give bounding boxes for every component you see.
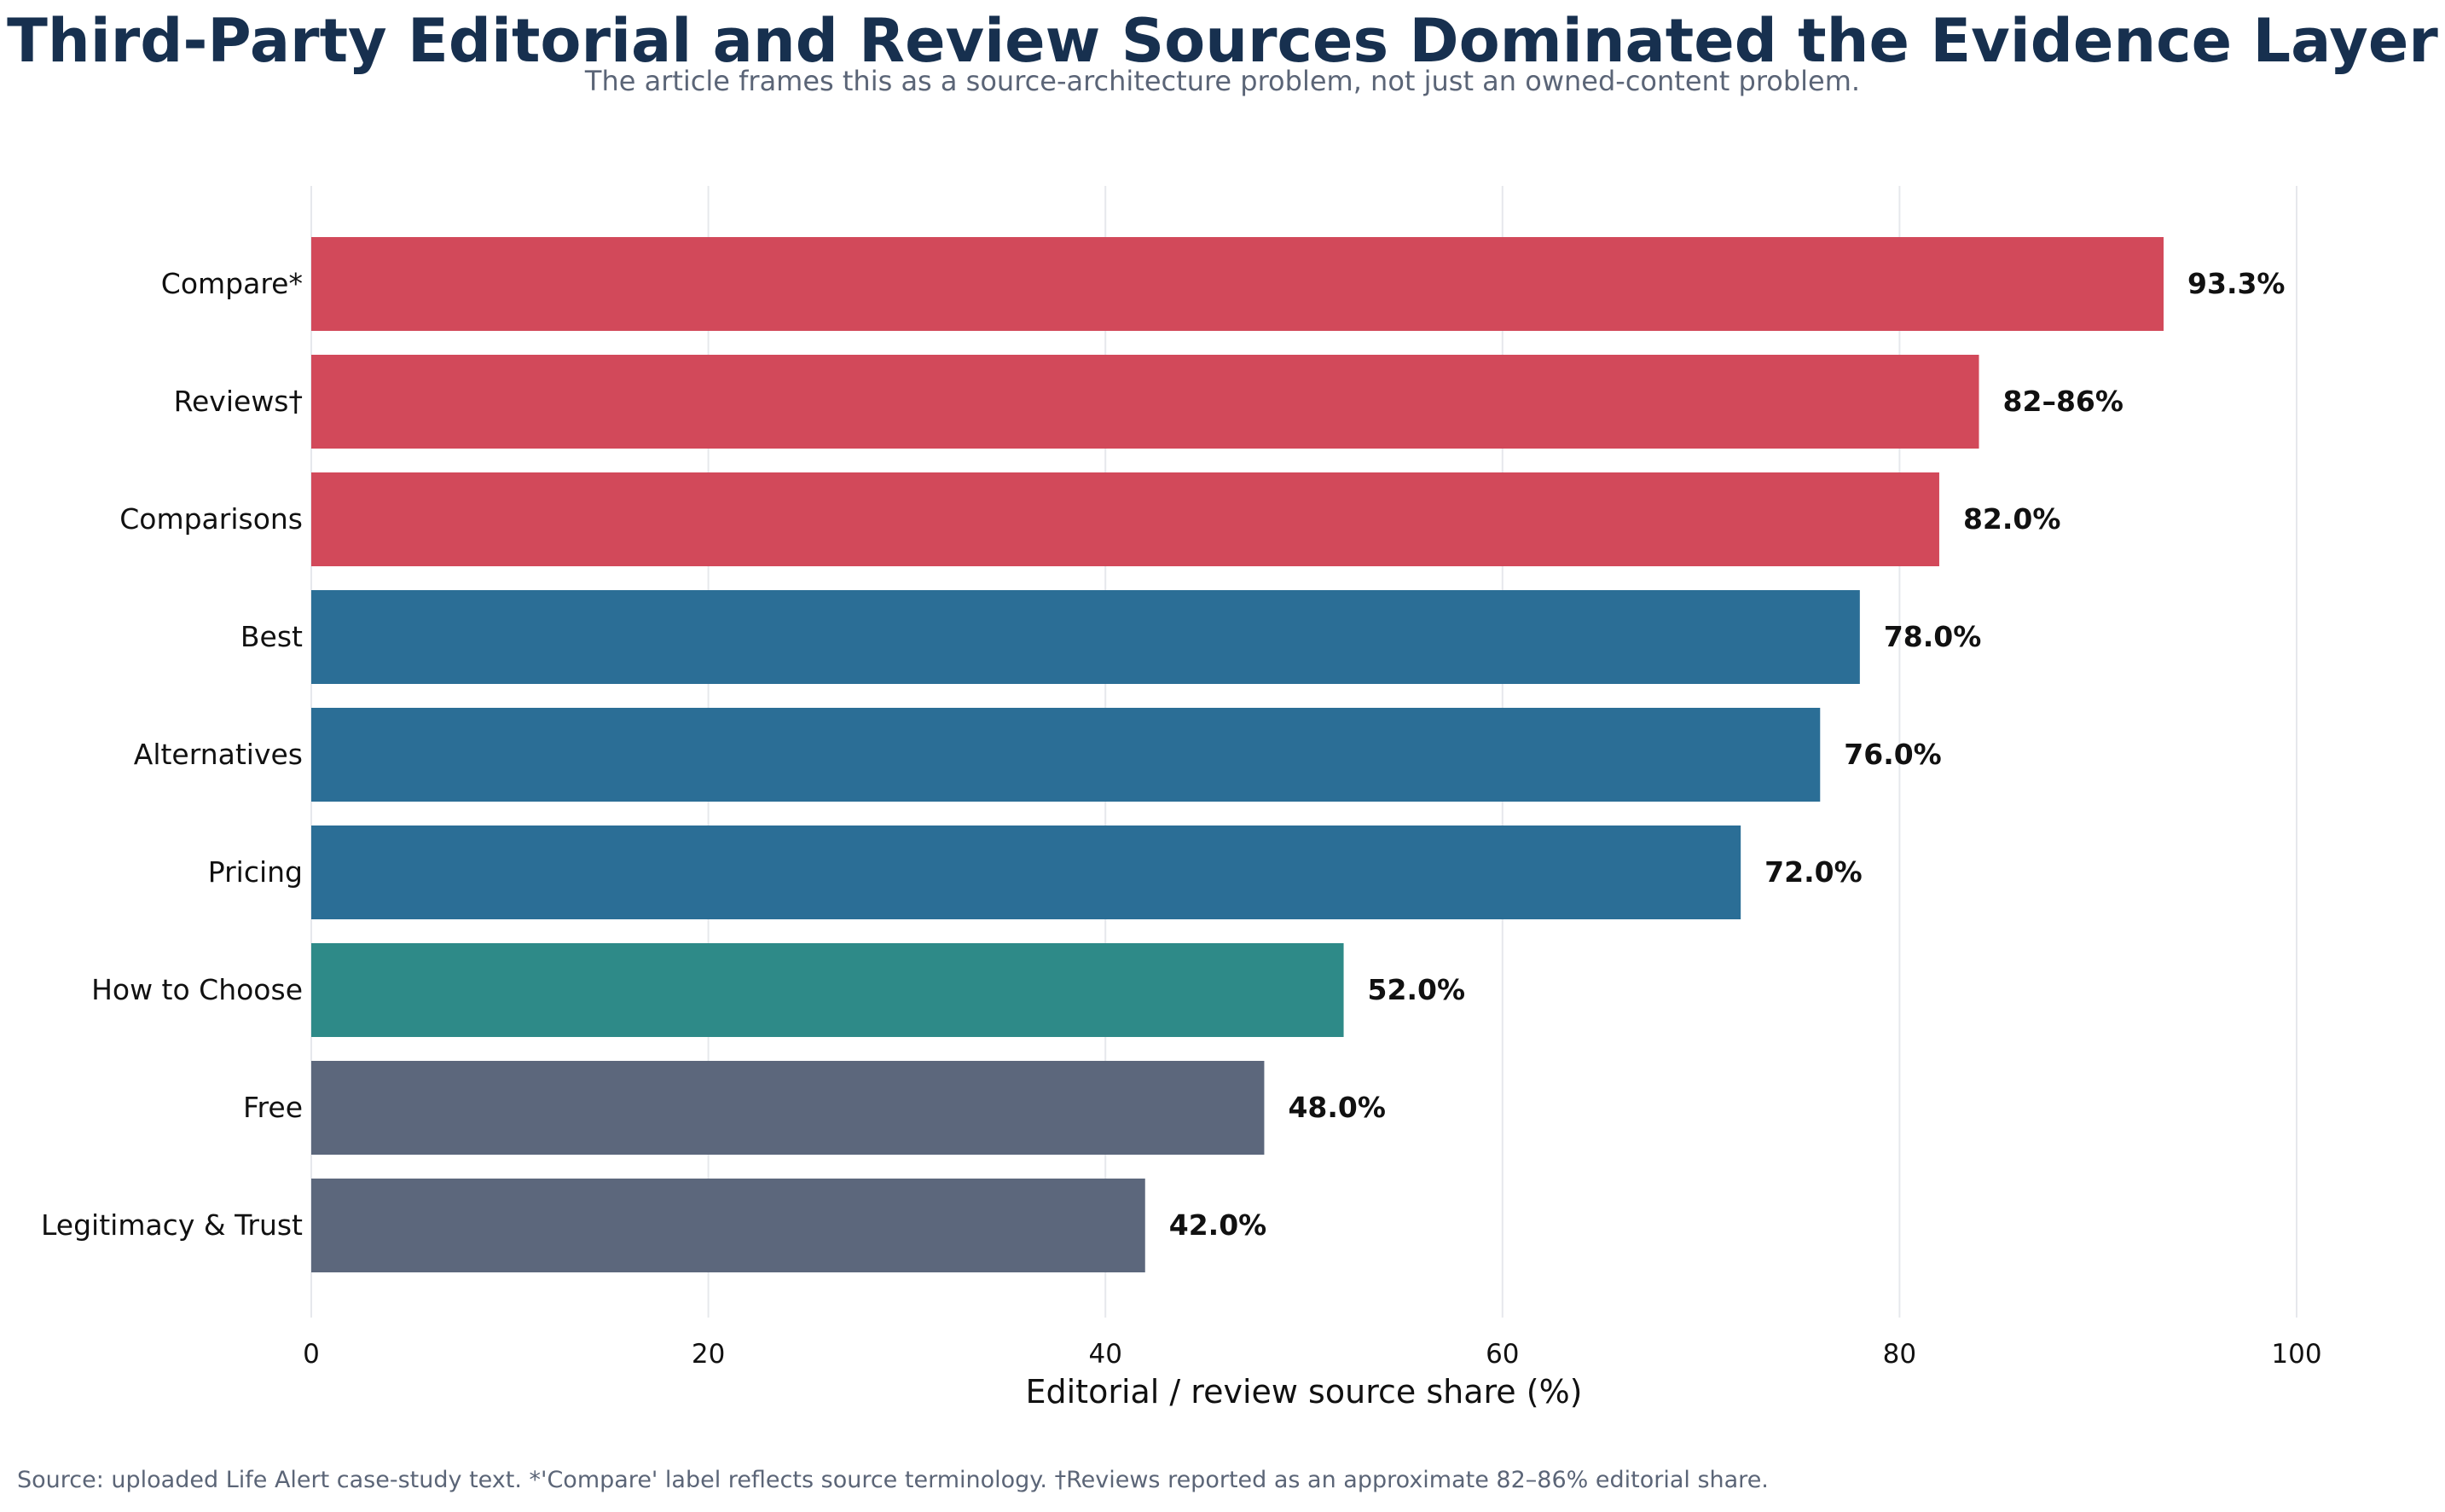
bar-0 <box>311 237 2164 331</box>
chart-title: Third-Party Editorial and Review Sources… <box>7 6 2438 76</box>
y-tick-label-1: Reviews† <box>174 385 303 418</box>
y-tick-label-7: Free <box>243 1091 303 1124</box>
bar-7 <box>311 1061 1265 1155</box>
y-tick-label-2: Comparisons <box>119 502 303 536</box>
value-label-8: 42.0% <box>1169 1208 1267 1242</box>
bar-1 <box>311 355 1979 449</box>
chart-footnote: Source: uploaded Life Alert case-study t… <box>17 1467 1769 1493</box>
bar-2 <box>311 472 1939 566</box>
value-label-4: 76.0% <box>1844 738 1942 771</box>
y-tick-label-5: Pricing <box>208 855 303 889</box>
value-label-7: 48.0% <box>1288 1091 1386 1124</box>
y-tick-labels: Compare* Reviews† Comparisons Best Alternati… <box>41 267 303 1242</box>
value-label-2: 82.0% <box>1963 502 2061 536</box>
x-tick-label-80: 80 <box>1883 1339 1916 1370</box>
bar-4 <box>311 708 1821 802</box>
x-tick-label-20: 20 <box>692 1339 725 1370</box>
bar-5 <box>311 826 1741 919</box>
x-tick-labels: 0 20 40 60 80 100 <box>303 1339 2321 1370</box>
bar-3 <box>311 590 1860 684</box>
x-tick-label-100: 100 <box>2271 1339 2321 1370</box>
x-tick-label-0: 0 <box>303 1339 320 1370</box>
value-label-0: 93.3% <box>2187 267 2286 300</box>
value-label-6: 52.0% <box>1368 973 1466 1006</box>
bar-8 <box>311 1179 1145 1272</box>
bar-6 <box>311 943 1344 1037</box>
x-tick-label-40: 40 <box>1088 1339 1121 1370</box>
value-labels: 93.3% 82–86% 82.0% 78.0% 76.0% 72.0% 52.0% 48.0… <box>1169 267 2286 1242</box>
x-tick-label-60: 60 <box>1486 1339 1519 1370</box>
value-label-5: 72.0% <box>1764 855 1863 889</box>
y-tick-label-8: Legitimacy & Trust <box>41 1208 303 1242</box>
value-label-3: 78.0% <box>1884 620 1982 653</box>
x-axis-label: Editorial / review source share (%) <box>1025 1373 1582 1411</box>
bars <box>311 237 2164 1272</box>
y-tick-label-6: How to Choose <box>91 973 303 1006</box>
y-tick-label-0: Compare* <box>161 267 303 300</box>
value-label-1: 82–86% <box>2003 385 2123 418</box>
y-tick-label-3: Best <box>240 620 303 653</box>
chart-subtitle: The article frames this as a source-arch… <box>584 65 1861 97</box>
y-tick-label-4: Alternatives <box>134 738 303 771</box>
